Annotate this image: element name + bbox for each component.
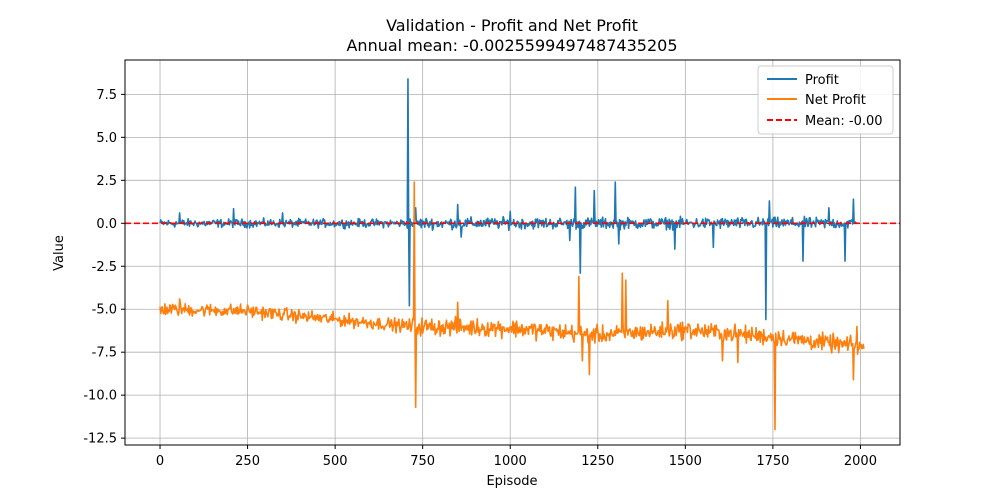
y-tick-label: -2.5 [92,260,117,275]
legend-box [757,65,894,135]
y-tick-label: -10.0 [83,389,117,404]
y-axis-label: Value [52,235,67,271]
y-tick-label: 5.0 [96,131,117,146]
y-tick-label: 2.5 [96,174,117,189]
y-axis: -12.5 -10.0 -7.5 -5.0 -2.5 0.0 2.5 5.0 7.5 [83,88,125,447]
legend-label-mean: Mean: -0.00 [805,114,883,129]
series-layer [125,78,900,431]
chart-subtitle: Annual mean: -0.0025599497487435205 [346,36,677,55]
x-tick-label: 750 [410,454,435,469]
x-axis-label: Episode [486,474,537,489]
legend-label-net-profit: Net Profit [805,93,866,108]
x-axis: 0 250 500 750 1000 1250 1500 1750 2000 [156,445,877,469]
x-tick-label: 1000 [494,454,527,469]
series-line-profit [159,78,858,321]
x-tick-label: 2000 [844,454,877,469]
y-tick-label: -12.5 [83,432,117,447]
x-tick-label: 0 [156,454,164,469]
x-tick-label: 500 [323,454,348,469]
y-tick-label: 0.0 [96,217,117,232]
legend-label-profit: Profit [805,73,839,88]
y-tick-label: -5.0 [92,303,117,318]
chart-title: Validation - Profit and Net Profit [386,16,638,35]
x-tick-label: 1750 [756,454,789,469]
y-tick-label: -7.5 [92,346,117,361]
x-tick-label: 250 [235,454,260,469]
x-tick-label: 1250 [581,454,614,469]
series-line-net-profit [159,181,865,431]
legend: Profit Net Profit Mean: -0.00 [757,65,894,135]
y-tick-label: 7.5 [96,88,117,103]
axes-frame [124,59,901,446]
x-tick-label: 1500 [669,454,702,469]
